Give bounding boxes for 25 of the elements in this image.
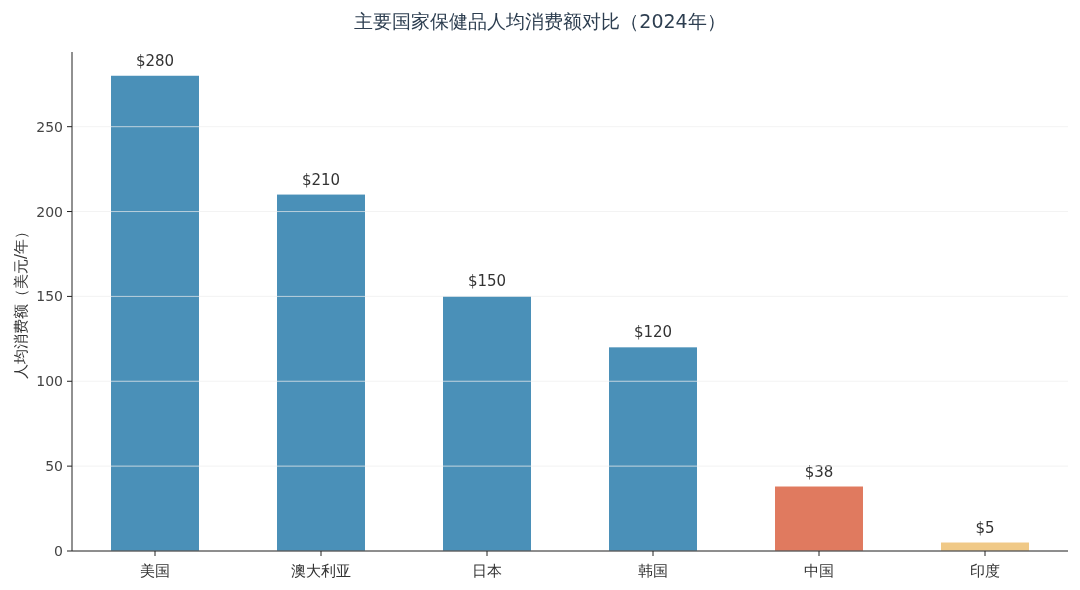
y-tick-label: 50 [45, 458, 63, 475]
bar [277, 194, 365, 551]
x-tick-label: 印度 [970, 562, 1000, 580]
bar [111, 75, 199, 551]
x-tick-label: 澳大利亚 [291, 562, 351, 580]
y-tick-label: 250 [36, 118, 63, 135]
data-label: $38 [804, 462, 834, 481]
x-tick-label: 中国 [804, 562, 834, 580]
data-label: $210 [301, 170, 341, 189]
y-tick-label: 100 [36, 373, 63, 390]
y-axis-title: 人均消费额（美元/年） [12, 223, 30, 380]
y-tick-label: 0 [54, 543, 63, 559]
data-label: $150 [467, 272, 507, 291]
x-tick-label: 日本 [472, 562, 502, 580]
bar [609, 347, 697, 551]
bar [775, 486, 863, 551]
chart-title: 主要国家保健品人均消费额对比（2024年） [354, 10, 726, 32]
x-tick-label: 美国 [140, 562, 170, 580]
bar [443, 296, 531, 551]
data-label: $280 [135, 51, 175, 70]
x-tick-label: 韩国 [638, 562, 668, 580]
y-tick-label: 200 [36, 203, 63, 220]
y-tick-label: 150 [36, 288, 63, 305]
data-label: $5 [975, 518, 995, 537]
data-label: $120 [633, 323, 673, 342]
